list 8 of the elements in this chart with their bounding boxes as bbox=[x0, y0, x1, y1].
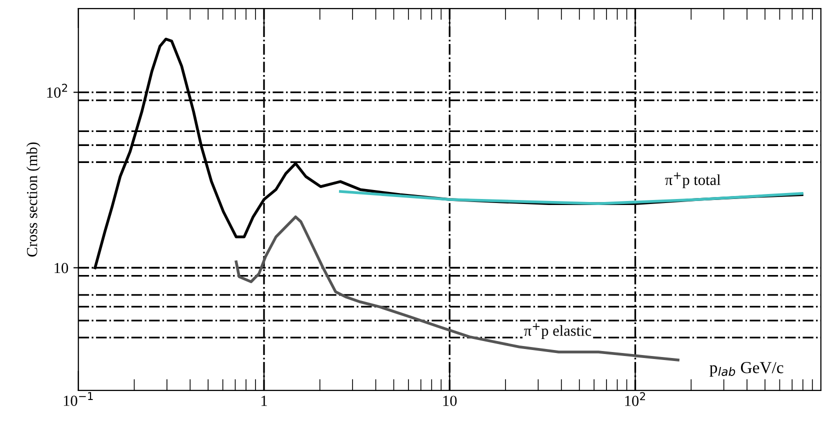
y-axis-title: Cross section (mb) bbox=[26, 142, 40, 257]
x-axis-title: p$_{lab}$ GeV/c bbox=[710, 362, 784, 377]
x-tick-label: 1 bbox=[262, 396, 267, 406]
x-tick-label: 10$^{2}$ bbox=[625, 392, 646, 406]
x-tick-label: 10$^{−1}$ bbox=[64, 392, 93, 406]
x-tick-label: 10 bbox=[443, 396, 457, 406]
annotation: π$^{+}$p elastic bbox=[524, 323, 592, 339]
annotation: π$^{+}$p total bbox=[665, 172, 720, 188]
